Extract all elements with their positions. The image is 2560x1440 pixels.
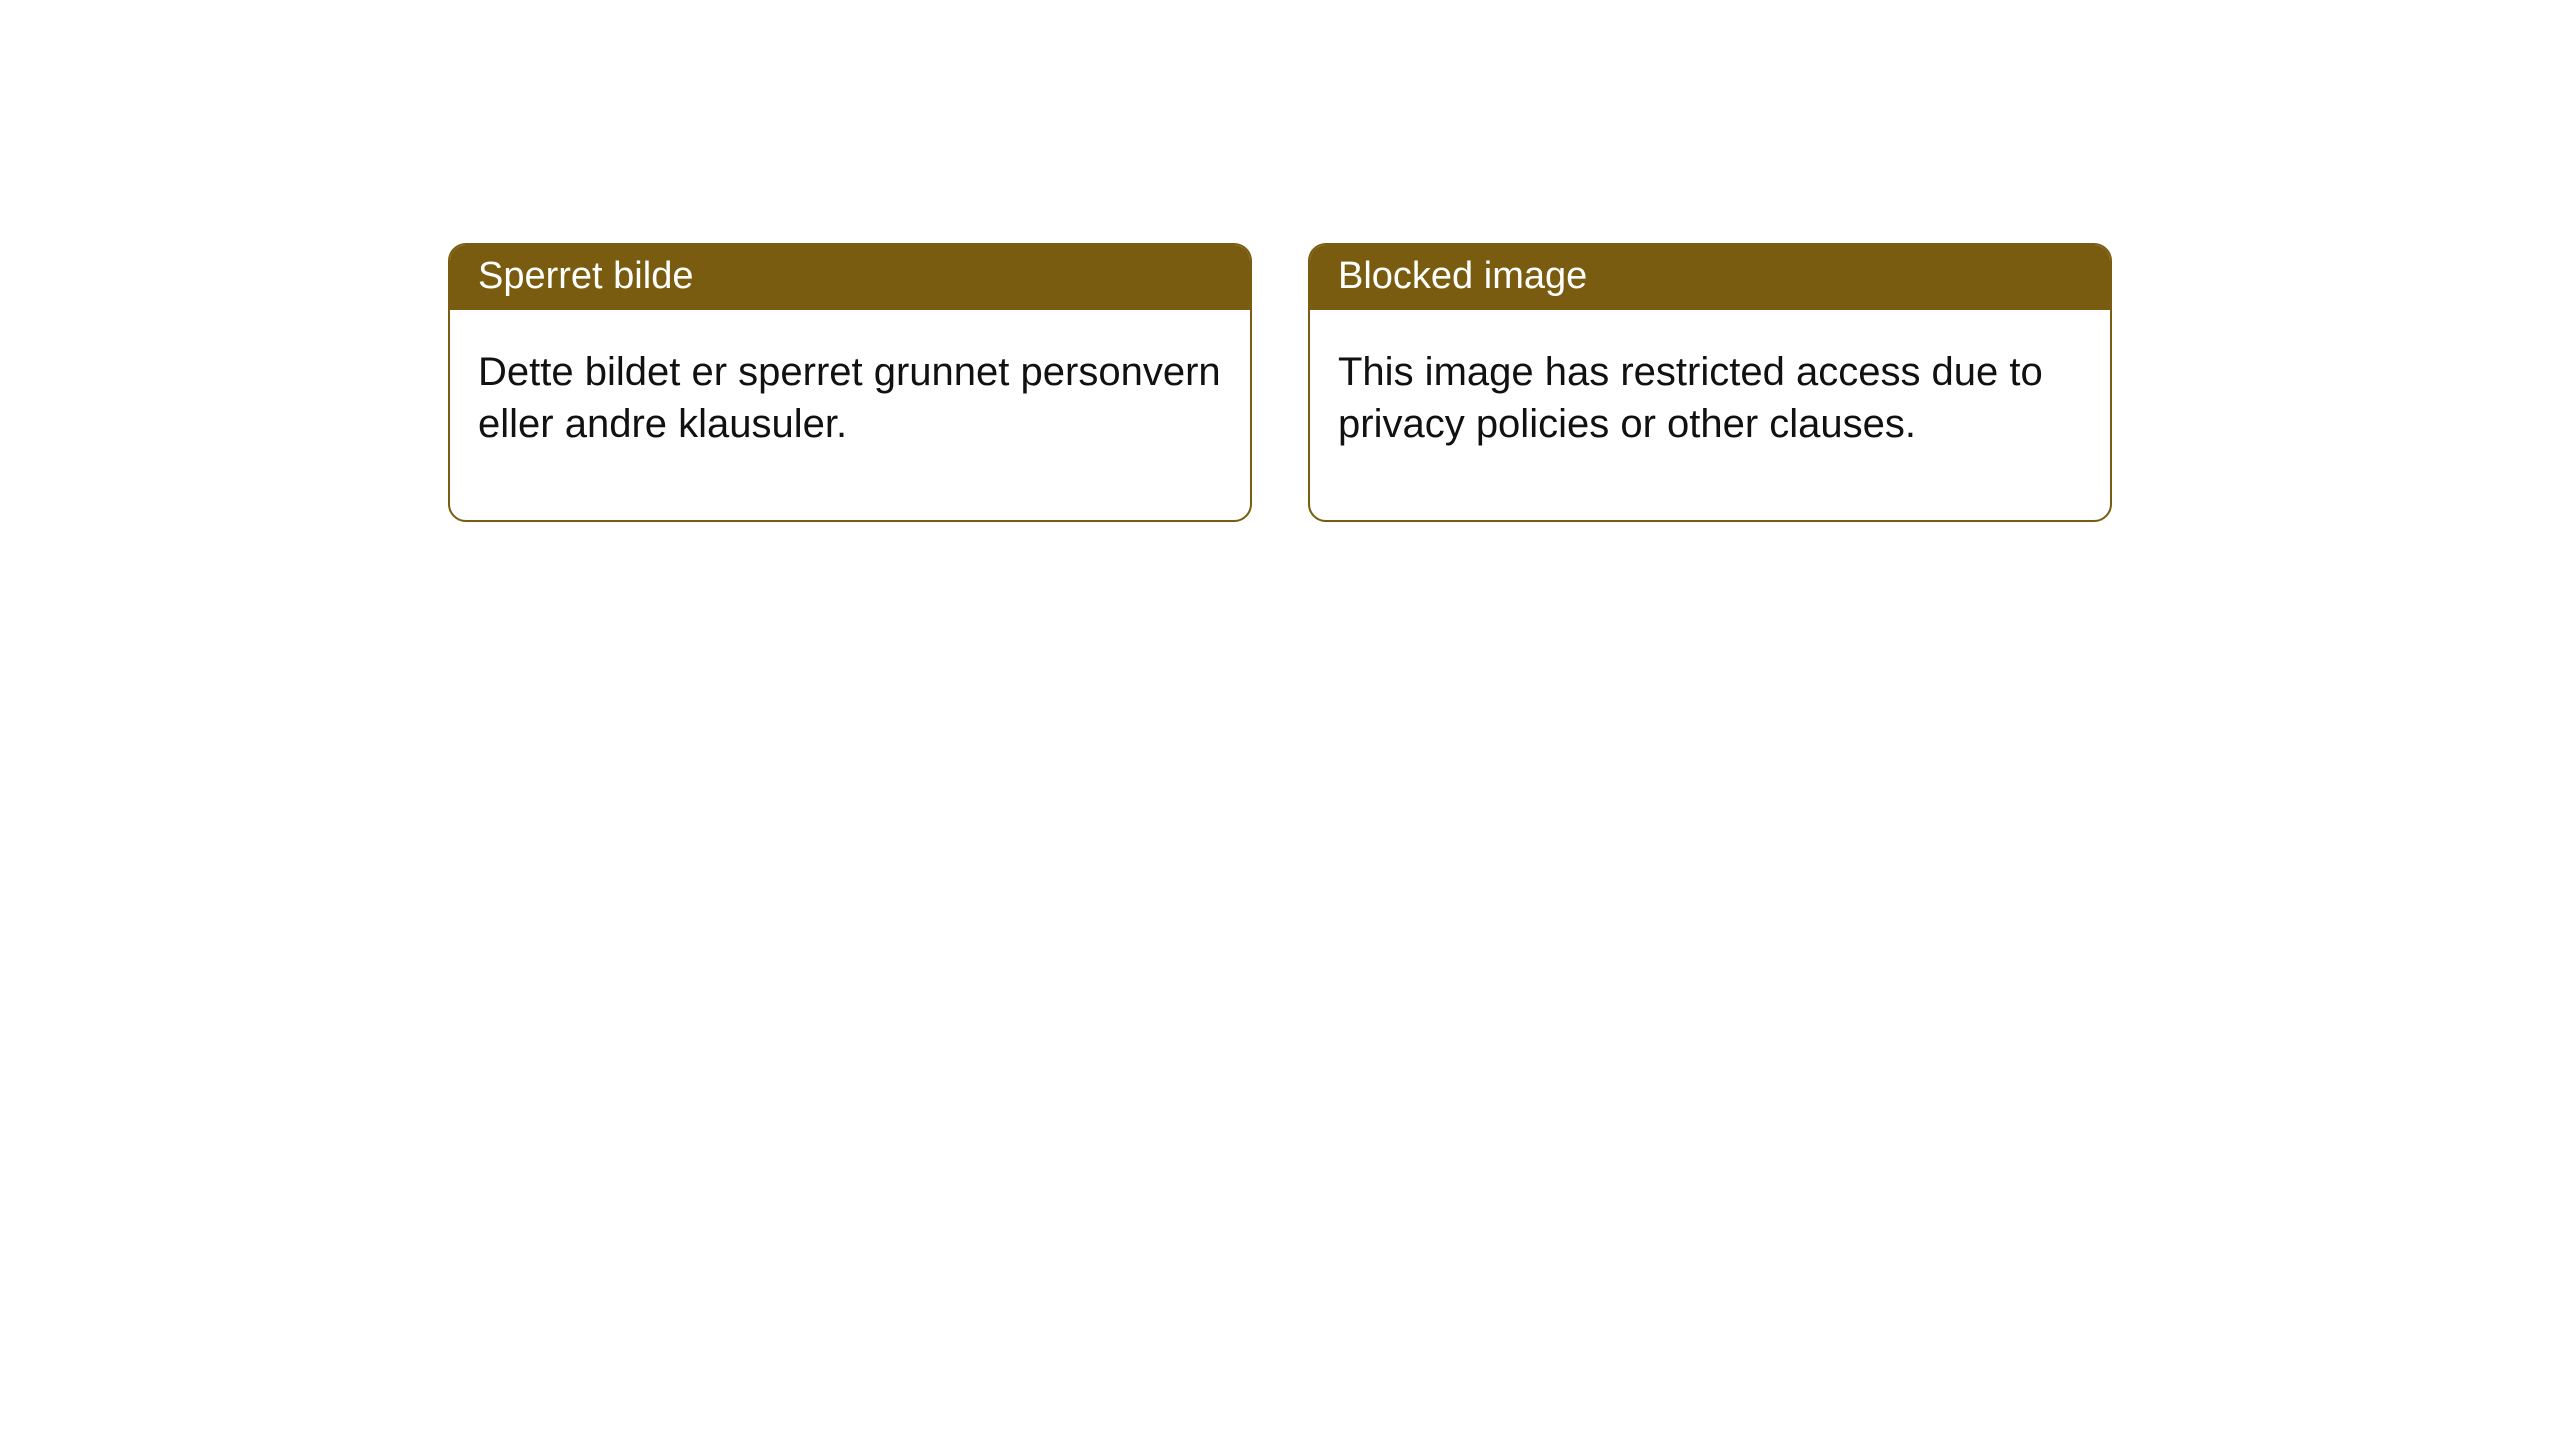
- card-message-en: This image has restricted access due to …: [1338, 350, 2043, 446]
- card-header-no: Sperret bilde: [450, 245, 1250, 310]
- card-message-no: Dette bildet er sperret grunnet personve…: [478, 350, 1221, 446]
- card-title-en: Blocked image: [1338, 255, 1587, 297]
- blocked-image-card-no: Sperret bilde Dette bildet er sperret gr…: [448, 243, 1252, 522]
- card-body-en: This image has restricted access due to …: [1310, 310, 2110, 520]
- notice-container: Sperret bilde Dette bildet er sperret gr…: [0, 0, 2560, 522]
- card-body-no: Dette bildet er sperret grunnet personve…: [450, 310, 1250, 520]
- card-header-en: Blocked image: [1310, 245, 2110, 310]
- blocked-image-card-en: Blocked image This image has restricted …: [1308, 243, 2112, 522]
- card-title-no: Sperret bilde: [478, 255, 693, 297]
